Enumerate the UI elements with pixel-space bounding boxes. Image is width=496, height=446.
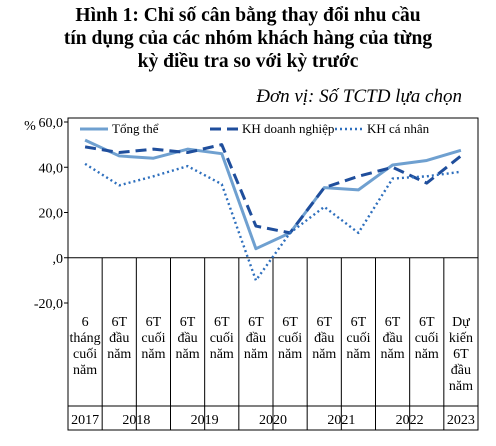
x-tick-label-line: cuối [415,331,439,346]
x-tick-label-line: 6 [82,315,89,330]
x-tick-label-line: 6T [214,315,230,330]
x-tick-label-line: 6T [385,315,401,330]
x-tick-label: 6T cuối năm [278,315,302,362]
x-tick-label: 6T đầu năm [244,315,268,362]
year-label: 2018 [122,413,150,428]
x-tick-label-line: đầu [246,331,266,346]
x-tick-label: 6 tháng cuối năm [70,315,101,378]
x-tick-label-line: năm [346,347,370,362]
x-tick-label-line: cuối [278,331,302,346]
x-tick-label-line: năm [278,347,302,362]
legend-label: KH doanh nghiệp [242,121,334,136]
x-tick-label: 6T đầu năm [381,315,405,362]
x-tick-label-line: cuối [210,331,234,346]
x-tick-label-line: năm [244,347,268,362]
y-unit-label: % [24,119,36,134]
x-tick-label-line: cuối [141,331,165,346]
x-tick-label-line: năm [107,347,131,362]
x-tick-label-line: năm [176,347,200,362]
x-tick-label: 6T cuối năm [210,315,234,362]
y-tick-label: -20,0 [34,297,63,312]
y-tick-label: ,0 [53,252,64,267]
x-tick-label: Dự kiến 6T đầu năm [449,315,473,394]
y-tick-label: 60,0 [39,116,64,131]
x-tick-label-line: 6T [316,315,332,330]
x-tick-label-line: Dự [452,315,470,330]
y-tick-label: 20,0 [39,207,64,222]
chart-title-line-1: Hình 1: Chỉ số cân bằng thay đổi nhu cầu [75,5,421,26]
x-tick-label-line: 6T [111,315,127,330]
x-tick-label-line: đầu [314,331,334,346]
x-tick-label-line: đầu [382,331,402,346]
year-label: 2020 [259,413,287,428]
x-tick-label-line: đầu [177,331,197,346]
legend-label: Tổng thể [112,121,159,136]
series-line [84,162,462,282]
x-tick-label-line: cuối [73,347,97,362]
series-line [84,143,462,235]
x-tick-label-line: năm [141,347,165,362]
x-tick-label-line: năm [415,347,439,362]
x-tick-label-line: năm [210,347,234,362]
x-tick-label-line: 6T [453,347,469,362]
unit-label: Đơn vị: Số TCTD lựa chọn [256,86,462,107]
year-label: 2021 [327,413,355,428]
x-tick-label-line: 6T [351,315,367,330]
x-tick-label: 6T đầu năm [107,315,131,362]
x-tick-label-line: tháng [70,331,101,346]
x-tick-label-line: 6T [282,315,298,330]
x-tick-label-line: năm [73,363,97,378]
x-tick-label-line: 6T [419,315,435,330]
x-tick-label: 6T đầu năm [312,315,336,362]
x-tick-label: 6T cuối năm [346,315,370,362]
x-tick-label-line: đầu [451,363,471,378]
year-label: 2019 [191,413,219,428]
x-tick-label: 6T đầu năm [176,315,200,362]
y-tick-label: 40,0 [39,161,64,176]
chart-title-line-2: tín dụng của các nhóm khách hàng của từn… [63,28,433,49]
x-tick-label-line: 6T [180,315,196,330]
chart-title-line-3: kỳ điều tra so với kỳ trước [137,51,359,72]
x-tick-label-line: cuối [346,331,370,346]
x-tick-label-line: đầu [109,331,129,346]
x-tick-label-line: kiến [449,331,473,346]
series-line [84,138,462,251]
x-tick-label-line: năm [312,347,336,362]
x-tick-label-line: 6T [248,315,264,330]
year-label: 2023 [447,413,475,428]
year-label: 2022 [396,413,424,428]
x-tick-label-line: 6T [146,315,162,330]
x-tick-label-line: năm [449,379,473,394]
x-tick-label: 6T cuối năm [415,315,439,362]
year-label: 2017 [71,413,99,428]
x-tick-label: 6T cuối năm [141,315,165,362]
x-tick-label-line: năm [381,347,405,362]
legend-label: KH cá nhân [367,121,430,136]
